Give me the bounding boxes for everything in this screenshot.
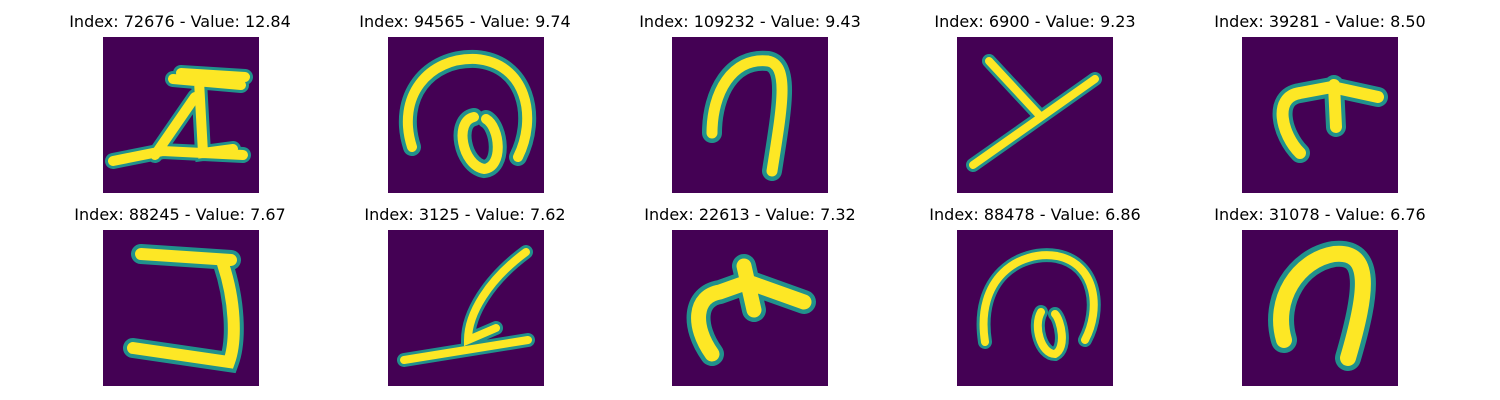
- digit-image: [957, 37, 1113, 193]
- panel-title: Index: 22613 - Value: 7.32: [644, 205, 856, 224]
- digit-image: [388, 37, 544, 193]
- panel-title: Index: 3125 - Value: 7.62: [364, 205, 566, 224]
- digit-stroke: [1272, 75, 1388, 163]
- digit-stroke: [976, 248, 1101, 362]
- panel-title: Index: 88245 - Value: 7.67: [74, 205, 286, 224]
- digit-stroke: [702, 50, 792, 181]
- digit-image: [672, 230, 828, 386]
- digit-image: [103, 37, 259, 193]
- digit-stroke: [1268, 240, 1376, 371]
- panel-title: Index: 88478 - Value: 6.86: [929, 205, 1141, 224]
- digit-stroke: [105, 65, 253, 169]
- panel-title: Index: 31078 - Value: 6.76: [1214, 205, 1426, 224]
- panel-title: Index: 72676 - Value: 12.84: [69, 12, 291, 31]
- panel-title: Index: 94565 - Value: 9.74: [359, 12, 571, 31]
- digit-image: [672, 37, 828, 193]
- digit-stroke: [686, 254, 816, 366]
- digit-stroke: [966, 54, 1102, 172]
- panel-title: Index: 109232 - Value: 9.43: [639, 12, 861, 31]
- digit-image: [1242, 230, 1398, 386]
- digit-image: [957, 230, 1113, 386]
- panel-title: Index: 39281 - Value: 8.50: [1214, 12, 1426, 31]
- panel-title: Index: 6900 - Value: 9.23: [934, 12, 1136, 31]
- digit-stroke: [123, 244, 244, 374]
- digit-stroke: [397, 245, 535, 367]
- digit-image: [388, 230, 544, 386]
- digit-stroke: [398, 49, 537, 179]
- digit-image: [1242, 37, 1398, 193]
- digit-image: [103, 230, 259, 386]
